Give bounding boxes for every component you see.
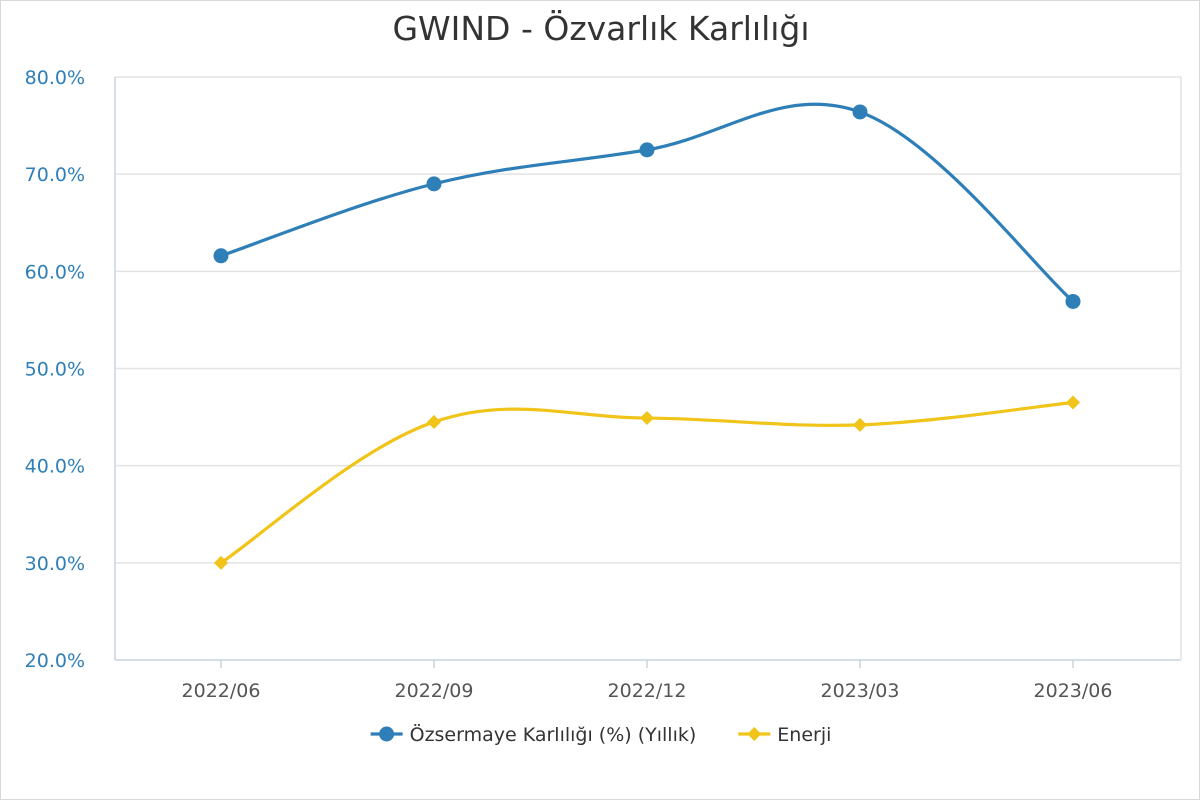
- data-point[interactable]: [213, 248, 229, 264]
- legend-marker: [747, 727, 762, 741]
- y-tick-label: 20.0%: [25, 650, 85, 672]
- y-axis-ticks: 20.0% 30.0% 40.0% 50.0% 60.0% 70.0% 80.0%: [25, 67, 85, 672]
- y-tick-label: 80.0%: [25, 67, 85, 89]
- data-point[interactable]: [640, 411, 654, 426]
- x-tick-label: 2022/06: [182, 680, 261, 702]
- y-tick-label: 30.0%: [25, 553, 85, 575]
- chart-title: GWIND - Özvarlık Karlılığı: [392, 8, 809, 48]
- series-2: [214, 395, 1080, 570]
- x-axis-ticks: 2022/06 2022/09 2022/12 2023/03 2023/06: [182, 680, 1113, 702]
- data-point[interactable]: [1066, 395, 1080, 410]
- x-tick-label: 2023/06: [1034, 680, 1113, 702]
- y-tick-label: 50.0%: [25, 359, 85, 381]
- x-tick-label: 2023/03: [821, 680, 900, 702]
- y-tick-label: 60.0%: [25, 261, 85, 283]
- axes: [114, 77, 1182, 668]
- legend-marker: [379, 726, 395, 742]
- legend-label: Özsermaye Karlılığı (%) (Yıllık): [410, 723, 697, 746]
- series-group: [213, 102, 1081, 570]
- x-tick-label: 2022/09: [395, 680, 474, 702]
- legend: Özsermaye Karlılığı (%) (Yıllık) Enerji: [370, 723, 831, 746]
- legend-item-1[interactable]: Özsermaye Karlılığı (%) (Yıllık): [370, 723, 697, 746]
- x-tick-label: 2022/12: [608, 680, 687, 702]
- data-point[interactable]: [639, 142, 655, 158]
- grid-lines: [115, 76, 1181, 564]
- data-point[interactable]: [1065, 293, 1081, 309]
- data-point[interactable]: [426, 176, 442, 192]
- y-tick-label: 40.0%: [25, 456, 85, 478]
- series-line: [219, 400, 1075, 565]
- data-point[interactable]: [852, 104, 868, 120]
- y-tick-label: 70.0%: [25, 164, 85, 186]
- data-point[interactable]: [427, 414, 441, 429]
- data-point[interactable]: [853, 417, 867, 432]
- legend-item-2[interactable]: Enerji: [738, 724, 831, 746]
- data-point[interactable]: [214, 555, 228, 570]
- series-1: [213, 102, 1081, 309]
- legend-label: Enerji: [777, 724, 831, 746]
